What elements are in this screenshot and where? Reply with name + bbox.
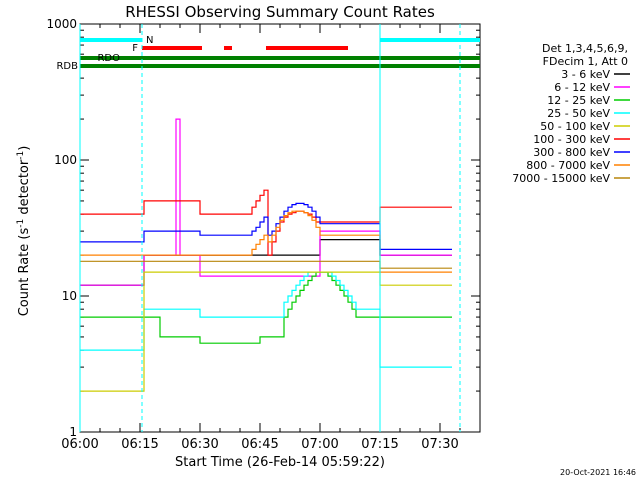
legend-header: FDecim 1, Att 0 — [543, 55, 628, 68]
y-axis-label-part: ) — [17, 146, 32, 151]
y-axis-label-part: Count Rate (s — [17, 228, 32, 317]
x-axis-label: Start Time (26-Feb-14 05:59:22) — [175, 455, 385, 470]
plot-area: 1 10 100 1000 06:00 06:15 06:30 06:45 07:00 07:15… — [46, 17, 481, 452]
series-line — [80, 260, 452, 269]
y-tick-label: 10 — [62, 289, 77, 303]
x-tick-label: 06:30 — [181, 437, 218, 452]
chart-title: RHESSI Observing Summary Count Rates — [125, 3, 435, 21]
y-tick-label: 100 — [54, 153, 77, 167]
flag-label-n: N — [146, 35, 153, 46]
legend-entry-label: 800 - 7000 keV — [526, 159, 610, 172]
x-tick-label: 07:00 — [301, 437, 338, 452]
y-tick-label: 1000 — [46, 17, 77, 31]
legend-entry-label: 12 - 25 keV — [547, 94, 610, 107]
series-line — [80, 202, 452, 250]
series-line — [80, 271, 452, 368]
footer-date: 20-Oct-2021 16:46 — [560, 468, 636, 477]
series-line — [80, 271, 452, 392]
y-axis-label-sup2: -1 — [16, 151, 26, 160]
legend-entry-label: 300 - 800 keV — [533, 146, 610, 159]
x-tick-label: 07:15 — [361, 437, 398, 452]
flag-label-f: F — [132, 43, 138, 54]
y-tick-label: 1 — [69, 425, 77, 439]
legend-entry-label: 100 - 300 keV — [533, 133, 610, 146]
series-line — [80, 189, 452, 256]
legend-header: Det 1,3,4,5,6,9, — [542, 42, 628, 55]
y-axis-label: Count Rate (s-1 detector-1) — [16, 146, 32, 317]
x-tick-label: 06:15 — [121, 437, 158, 452]
legend-entry-label: 7000 - 15000 keV — [512, 172, 610, 185]
flag-label-rdo: RDO — [97, 53, 120, 64]
series-line — [80, 271, 452, 344]
y-axis-label-sup1: -1 — [16, 219, 26, 228]
legend-entry-label: 50 - 100 keV — [540, 120, 610, 133]
legend-entry-label: 3 - 6 keV — [561, 68, 610, 81]
x-tick-label: 06:45 — [241, 437, 278, 452]
y-axis-label-part: detector — [17, 159, 32, 219]
legend-entry-label: 25 - 50 keV — [547, 107, 610, 120]
series-line — [80, 118, 452, 286]
flag-label-rdb: RDB — [56, 61, 78, 72]
series-line — [80, 239, 452, 286]
x-tick-label: 07:30 — [421, 437, 458, 452]
legend-entry-label: 6 - 12 keV — [554, 81, 610, 94]
legend: Det 1,3,4,5,6,9,FDecim 1, Att 03 - 6 keV… — [512, 42, 630, 185]
x-tick-label: 06:00 — [61, 437, 98, 452]
